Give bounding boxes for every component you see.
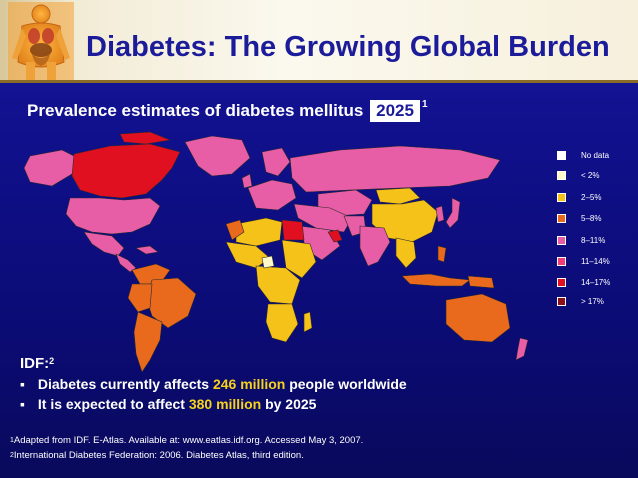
legend-item-8-11: 8–11% xyxy=(557,235,637,247)
bullet-current-affected: ▪ Diabetes currently affects 246 million… xyxy=(20,375,407,393)
legend-swatch xyxy=(557,151,566,160)
region-turkey-iran xyxy=(293,203,353,233)
legend-swatch xyxy=(557,278,566,287)
bullet-highlight-number: 380 million xyxy=(188,396,262,412)
region-indonesia xyxy=(401,273,471,287)
legend-swatch xyxy=(557,171,566,180)
bullet-marker: ▪ xyxy=(20,376,25,392)
region-india xyxy=(359,225,391,267)
region-usa xyxy=(65,197,161,235)
region-new-zealand xyxy=(515,337,529,361)
region-greenland xyxy=(184,135,251,177)
footnote-source-1: 1Adapted from IDF. E-Atlas. Available at… xyxy=(10,435,363,447)
region-australia xyxy=(445,293,511,343)
region-madagascar xyxy=(303,311,313,333)
world-prevalence-map xyxy=(23,131,529,373)
region-morocco-west xyxy=(225,219,245,241)
legend-label: 14–17% xyxy=(581,278,611,287)
region-japan xyxy=(445,197,461,229)
region-russia xyxy=(289,145,501,193)
legend-item-5-8: 5–8% xyxy=(557,213,637,225)
region-canada xyxy=(71,143,181,199)
human-anatomy-figure xyxy=(8,2,74,80)
region-new-guinea xyxy=(467,275,495,289)
region-central-america xyxy=(115,253,137,273)
bullet-text-after: by 2025 xyxy=(265,396,317,412)
legend-swatch xyxy=(557,297,566,306)
idf-heading-mark: 2 xyxy=(49,356,55,366)
legend-item-14-17: 14–17% xyxy=(557,277,637,289)
year-badge: 2025 xyxy=(370,100,420,122)
region-peru-bolivia xyxy=(127,283,153,313)
legend-label: 5–8% xyxy=(581,214,602,223)
title-divider xyxy=(0,80,638,83)
bullet-text-after: people worldwide xyxy=(289,376,407,392)
legend-label: > 17% xyxy=(581,297,604,306)
region-southern-africa xyxy=(265,303,299,343)
bullet-highlight-number: 246 million xyxy=(212,376,286,392)
subtitle-text: Prevalence estimates of diabetes mellitu… xyxy=(27,101,364,120)
slide-title: Diabetes: The Growing Global Burden xyxy=(86,31,610,63)
legend-item-lt2: < 2% xyxy=(557,170,637,182)
region-egypt xyxy=(281,219,305,241)
legend-label: 8–11% xyxy=(581,236,606,245)
subtitle-footnote-mark: 1 xyxy=(421,99,428,110)
legend-label: 2–5% xyxy=(581,193,602,202)
footnote-text: International Diabetes Federation: 2006.… xyxy=(13,450,304,461)
legend-swatch xyxy=(557,214,566,223)
region-indochina xyxy=(395,237,417,269)
region-canada-islands xyxy=(119,131,172,145)
region-argentina-chile xyxy=(133,311,163,373)
map-subtitle: Prevalence estimates of diabetes mellitu… xyxy=(27,99,428,122)
legend-item-11-14: 11–14% xyxy=(557,256,637,268)
region-mexico xyxy=(83,231,125,257)
legend-swatch xyxy=(557,257,566,266)
bullet-projected-affected: ▪ It is expected to affect 380 million b… xyxy=(20,395,316,413)
bullet-text-before: It is expected to affect xyxy=(37,396,185,412)
footnote-text: Adapted from IDF. E-Atlas. Available at:… xyxy=(13,435,364,446)
bullet-text-before: Diabetes currently affects xyxy=(37,376,210,392)
region-korea xyxy=(435,205,445,223)
title-band xyxy=(0,0,638,82)
region-scandinavia xyxy=(261,147,291,177)
region-gulf xyxy=(327,229,343,243)
footnote-source-2: 2International Diabetes Federation: 2006… xyxy=(10,450,304,462)
legend-label: No data xyxy=(581,151,610,160)
region-colombia-venezuela xyxy=(131,263,171,285)
region-mongolia xyxy=(375,187,421,205)
legend-swatch xyxy=(557,236,566,245)
idf-heading: IDF:2 xyxy=(20,355,54,373)
region-philippines xyxy=(437,245,447,263)
footnote-mark: 1 xyxy=(10,437,14,444)
legend-item-gt17: > 17% xyxy=(557,296,637,308)
region-uk xyxy=(241,173,253,189)
region-no-data-africa xyxy=(261,255,275,269)
bullet-marker: ▪ xyxy=(20,396,25,412)
legend-label: < 2% xyxy=(581,171,600,180)
region-north-africa-west xyxy=(235,217,283,247)
region-east-africa xyxy=(281,239,317,279)
footnote-mark: 2 xyxy=(10,452,14,459)
legend-label: 11–14% xyxy=(581,257,610,266)
legend-swatch xyxy=(557,193,566,202)
idf-heading-text: IDF: xyxy=(20,355,50,372)
legend-item-no-data: No data xyxy=(557,150,637,162)
legend-item-2-5: 2–5% xyxy=(557,192,637,204)
region-caribbean xyxy=(135,245,159,255)
region-western-europe xyxy=(247,179,297,211)
region-alaska xyxy=(23,149,79,187)
